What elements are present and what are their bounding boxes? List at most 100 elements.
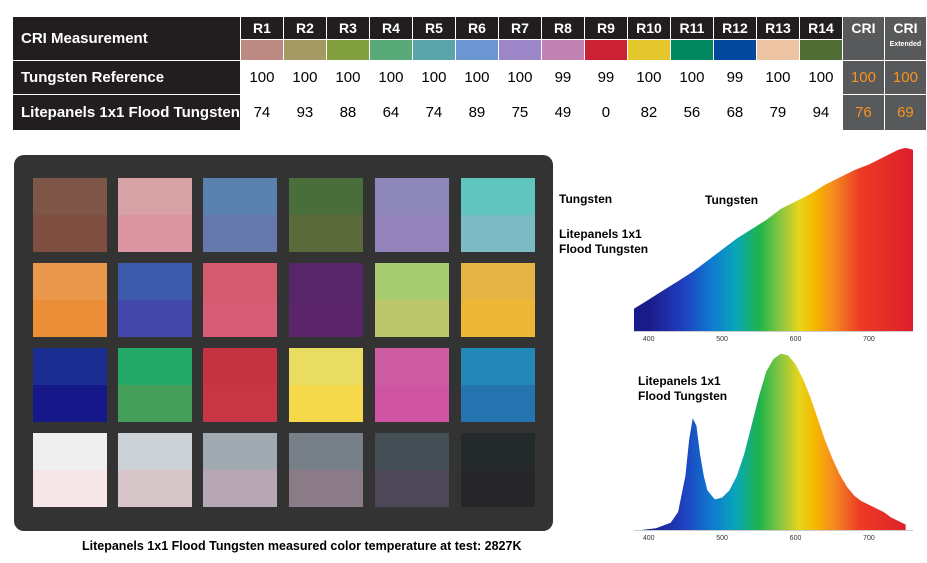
color-swatch	[497, 39, 542, 61]
x-tick-label: 700	[863, 535, 875, 542]
color-swatch	[411, 39, 456, 61]
color-patch	[33, 348, 107, 422]
x-tick-label: 400	[643, 336, 655, 343]
table-cell: 82	[626, 94, 671, 131]
cri-ext-sub-label: Extended	[889, 41, 922, 48]
color-patch	[461, 263, 535, 337]
table-cell: 100	[497, 60, 542, 95]
table-cell: 100	[411, 60, 456, 95]
color-patch	[375, 348, 449, 422]
table-cell: 49	[540, 94, 585, 131]
cri-extended-header: CRI Extended	[883, 16, 927, 61]
color-patch	[118, 178, 192, 252]
table-cell: 75	[497, 94, 542, 131]
cri-value: 76	[841, 94, 885, 131]
table-cell: 89	[454, 94, 499, 131]
table-cell: 100	[282, 60, 327, 95]
table-cell: 74	[411, 94, 456, 131]
color-patch	[461, 433, 535, 507]
table-cell: 64	[368, 94, 413, 131]
cri-ext-value: 69	[883, 94, 927, 131]
cri-header-label: CRI	[851, 20, 876, 36]
table-cell: 100	[798, 60, 843, 95]
color-swatch	[282, 39, 327, 61]
color-patch	[375, 178, 449, 252]
color-patch	[289, 178, 363, 252]
color-patch	[203, 433, 277, 507]
litepanels-spectrum-chart: 400 500 600 700	[634, 353, 913, 542]
cri-ext-header-label: CRI	[893, 20, 918, 36]
color-swatch	[583, 39, 628, 61]
col-header: R8	[540, 16, 585, 40]
table-cell: 99	[583, 60, 628, 95]
col-header: R2	[282, 16, 327, 40]
row-label-tungsten: Tungsten Reference	[12, 60, 241, 95]
color-patch	[375, 263, 449, 337]
x-tick-label: 700	[863, 336, 875, 343]
cri-ext-value: 100	[883, 60, 927, 95]
col-header: R10	[626, 16, 671, 40]
color-patch	[33, 178, 107, 252]
x-tick-label: 500	[716, 336, 728, 343]
table-header-label: CRI Measurement	[12, 16, 241, 61]
table-cell: 74	[239, 94, 284, 131]
table-cell: 93	[282, 94, 327, 131]
color-patch	[289, 433, 363, 507]
color-patch	[289, 263, 363, 337]
cri-table: CRI Measurement R1 R2 R3 R4 R5 R6 R7 R8 …	[12, 16, 927, 131]
spectrum-area	[641, 353, 906, 530]
color-patch	[203, 348, 277, 422]
color-swatch	[454, 39, 499, 61]
col-header: R5	[411, 16, 456, 40]
color-swatch	[368, 39, 413, 61]
col-header: R6	[454, 16, 499, 40]
table-cell: 100	[325, 60, 370, 95]
col-header: R11	[669, 16, 714, 40]
color-patch	[118, 433, 192, 507]
col-header: R1	[239, 16, 284, 40]
color-patch	[118, 263, 192, 337]
color-patch	[461, 348, 535, 422]
cri-header: CRI	[841, 16, 885, 61]
color-patch	[203, 263, 277, 337]
color-swatch	[712, 39, 757, 61]
x-tick-label: 500	[716, 535, 728, 542]
color-patch	[33, 263, 107, 337]
spectrum-title-litepanels: Litepanels 1x1 Flood Tungsten	[638, 374, 728, 403]
color-swatch	[540, 39, 585, 61]
col-header: R9	[583, 16, 628, 40]
color-checker-chart	[14, 155, 553, 531]
table-cell: 100	[626, 60, 671, 95]
x-tick-label: 400	[643, 535, 655, 542]
table-cell: 100	[454, 60, 499, 95]
spectrum-title-tungsten: Tungsten	[705, 193, 759, 207]
color-swatch	[669, 39, 714, 61]
x-tick-label: 600	[790, 336, 802, 343]
x-tick-label: 600	[790, 535, 802, 542]
tungsten-spectrum-chart: 400 500 600 700	[634, 148, 913, 343]
row-label-litepanels: Litepanels 1x1 Flood Tungsten	[12, 94, 241, 131]
table-cell: 88	[325, 94, 370, 131]
table-cell: 100	[368, 60, 413, 95]
table-cell: 100	[755, 60, 800, 95]
color-patch	[203, 178, 277, 252]
col-header: R14	[798, 16, 843, 40]
col-header: R7	[497, 16, 542, 40]
color-patch	[289, 348, 363, 422]
color-swatch	[755, 39, 800, 61]
table-cell: 99	[540, 60, 585, 95]
col-header: R12	[712, 16, 757, 40]
caption: Litepanels 1x1 Flood Tungsten measured c…	[82, 539, 522, 553]
spectrum-area	[634, 148, 913, 331]
color-swatch	[626, 39, 671, 61]
table-cell: 100	[669, 60, 714, 95]
color-patch	[375, 433, 449, 507]
checker-legend-bottom: Litepanels 1x1 Flood Tungsten	[559, 227, 649, 256]
color-swatch	[325, 39, 370, 61]
table-cell: 79	[755, 94, 800, 131]
cri-value: 100	[841, 60, 885, 95]
table-cell: 100	[239, 60, 284, 95]
color-swatch	[798, 39, 843, 61]
color-swatch	[239, 39, 284, 61]
table-cell: 0	[583, 94, 628, 131]
